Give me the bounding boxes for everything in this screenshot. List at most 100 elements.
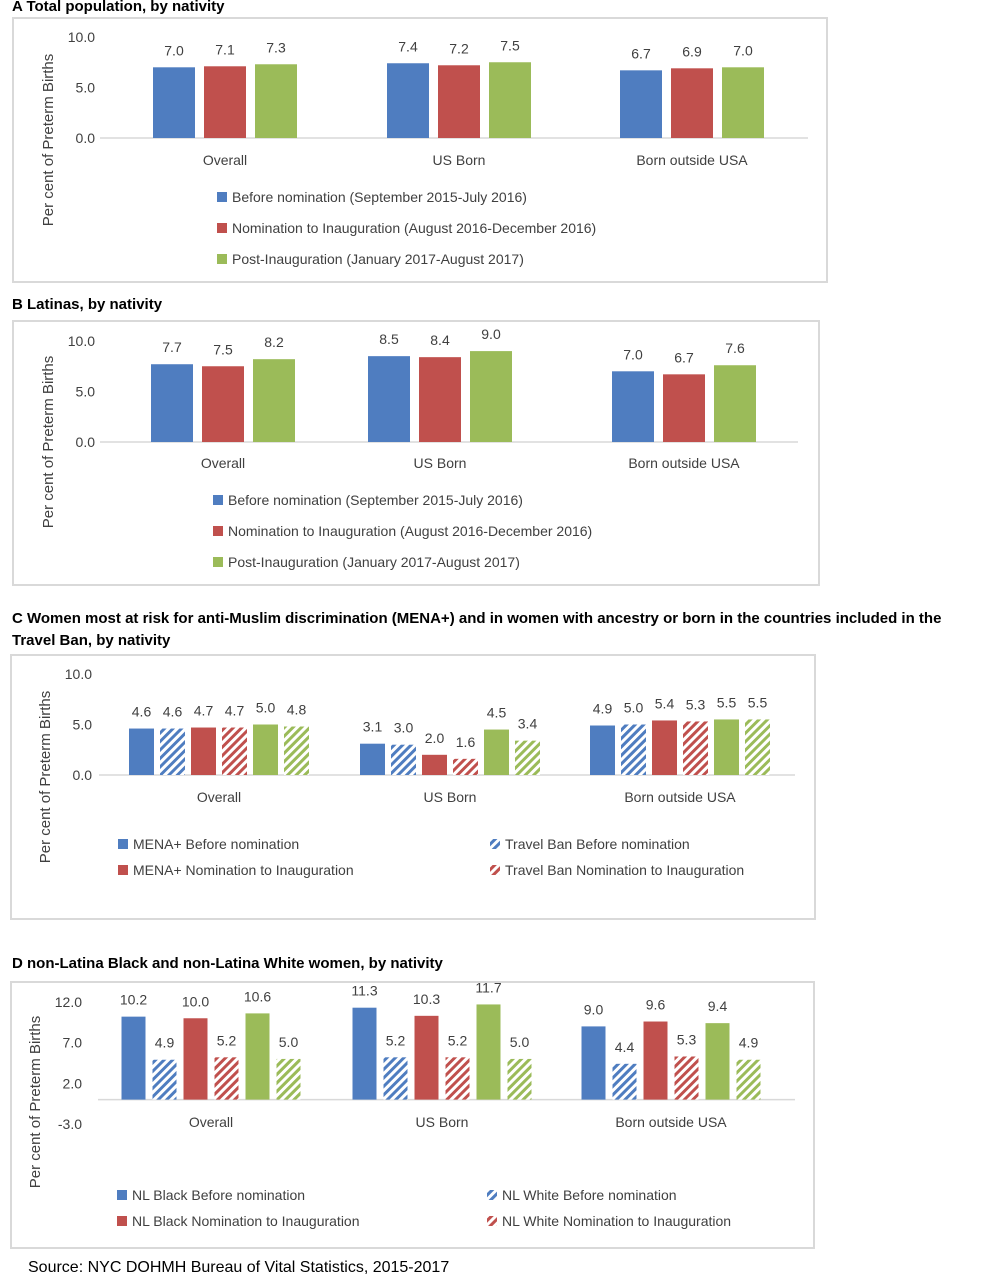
category-label: US Born xyxy=(424,789,477,805)
bar xyxy=(507,1058,532,1100)
bar xyxy=(705,1023,730,1100)
bar xyxy=(643,1021,668,1100)
data-label: 4.6 xyxy=(163,704,183,720)
data-label: 5.3 xyxy=(677,1031,697,1047)
panel-b-title: B Latinas, by nativity xyxy=(12,296,163,313)
data-label: 9.6 xyxy=(646,997,666,1013)
bar xyxy=(191,727,216,775)
bar xyxy=(222,727,247,775)
bar xyxy=(202,366,244,442)
panel-c-frame xyxy=(10,654,816,920)
bar xyxy=(204,66,246,138)
bar xyxy=(121,1016,146,1100)
data-label: 4.8 xyxy=(287,702,307,718)
bar xyxy=(183,1018,208,1100)
legend-label: Nomination to Inauguration (August 2016-… xyxy=(232,220,596,236)
bar xyxy=(160,728,185,775)
bar xyxy=(620,70,662,138)
category-label: Born outside USA xyxy=(624,789,736,805)
y-axis-title: Per cent of Preterm Births xyxy=(37,691,54,864)
data-label: 4.4 xyxy=(615,1039,635,1055)
legend-swatch xyxy=(490,839,500,849)
legend-label: NL Black Nomination to Inauguration xyxy=(132,1213,360,1229)
bar xyxy=(284,726,309,775)
panel-b-frame xyxy=(12,320,820,586)
bar xyxy=(438,65,480,138)
legend-label: MENA+ Nomination to Inauguration xyxy=(133,862,354,878)
legend-label: MENA+ Before nomination xyxy=(133,836,299,852)
legend-swatch xyxy=(490,865,500,875)
bar xyxy=(470,351,512,442)
bar xyxy=(253,359,295,442)
bar xyxy=(152,1059,177,1100)
legend-label: NL White Before nomination xyxy=(502,1187,677,1203)
legend-swatch xyxy=(118,839,128,849)
bar xyxy=(671,68,713,138)
data-label: 10.0 xyxy=(182,993,209,1009)
data-label: 4.9 xyxy=(739,1035,759,1051)
y-tick-label: -3.0 xyxy=(58,1116,82,1132)
data-label: 5.2 xyxy=(386,1032,406,1048)
bar xyxy=(453,758,478,775)
data-label: 3.4 xyxy=(518,716,538,732)
bar xyxy=(419,357,461,442)
data-label: 5.0 xyxy=(256,700,276,716)
data-label: 8.5 xyxy=(379,331,399,347)
bar xyxy=(245,1013,270,1100)
data-label: 5.0 xyxy=(510,1034,530,1050)
legend-swatch xyxy=(217,223,227,233)
data-label: 5.0 xyxy=(624,700,644,716)
data-label: 7.0 xyxy=(623,346,643,362)
data-label: 7.4 xyxy=(398,38,418,54)
bar xyxy=(129,728,154,775)
y-tick-label: 5.0 xyxy=(76,384,96,400)
y-axis-title: Per cent of Preterm Births xyxy=(40,356,57,529)
panel-b-chart: 10.0 5.0 0.0 Per cent of Preterm Births 7.7 7… xyxy=(40,326,798,570)
data-label: 11.3 xyxy=(351,983,377,999)
bar xyxy=(722,67,764,138)
bar xyxy=(387,63,429,139)
data-label: 7.0 xyxy=(164,42,184,58)
legend-label: Travel Ban Before nomination xyxy=(505,836,690,852)
data-label: 5.3 xyxy=(686,696,706,712)
y-tick-label: 10.0 xyxy=(65,666,92,682)
legend-swatch xyxy=(213,495,223,505)
bar xyxy=(489,62,531,138)
y-tick-label: 10.0 xyxy=(68,333,95,349)
data-label: 4.9 xyxy=(155,1035,175,1051)
legend-swatch xyxy=(217,192,227,202)
data-label: 10.2 xyxy=(120,992,147,1008)
y-tick-label: 0.0 xyxy=(76,130,96,146)
data-label: 4.7 xyxy=(225,703,245,719)
bar xyxy=(368,356,410,442)
data-label: 5.2 xyxy=(217,1032,237,1048)
bar xyxy=(214,1057,239,1100)
data-label: 3.1 xyxy=(363,719,383,735)
legend-swatch xyxy=(117,1190,127,1200)
data-label: 8.2 xyxy=(264,334,284,350)
category-label: Born outside USA xyxy=(615,1114,727,1130)
bar xyxy=(422,754,447,775)
bar xyxy=(255,64,297,138)
category-label: Born outside USA xyxy=(636,152,748,168)
data-label: 9.4 xyxy=(708,998,728,1014)
data-label: 7.5 xyxy=(500,37,520,53)
data-label: 5.4 xyxy=(655,695,675,711)
y-tick-label: 12.0 xyxy=(55,994,82,1010)
legend-label: Post-Inauguration (January 2017-August 2… xyxy=(232,251,524,267)
data-label: 5.5 xyxy=(717,694,737,710)
data-label: 10.6 xyxy=(244,988,271,1004)
legend-swatch xyxy=(487,1216,497,1226)
y-tick-label: 10.0 xyxy=(68,29,95,45)
category-label: Overall xyxy=(203,152,247,168)
bar xyxy=(515,740,540,775)
data-label: 6.7 xyxy=(674,349,694,365)
bar xyxy=(391,744,416,775)
data-label: 9.0 xyxy=(481,326,501,342)
y-tick-label: 5.0 xyxy=(73,717,93,733)
bar xyxy=(714,719,739,775)
panel-a-chart: 10.0 5.0 0.0 Per cent of Preterm Births 7.0 7… xyxy=(40,29,808,267)
legend-label: Before nomination (September 2015-July 2… xyxy=(228,492,523,508)
data-label: 6.7 xyxy=(631,45,651,61)
data-label: 4.5 xyxy=(487,705,507,721)
